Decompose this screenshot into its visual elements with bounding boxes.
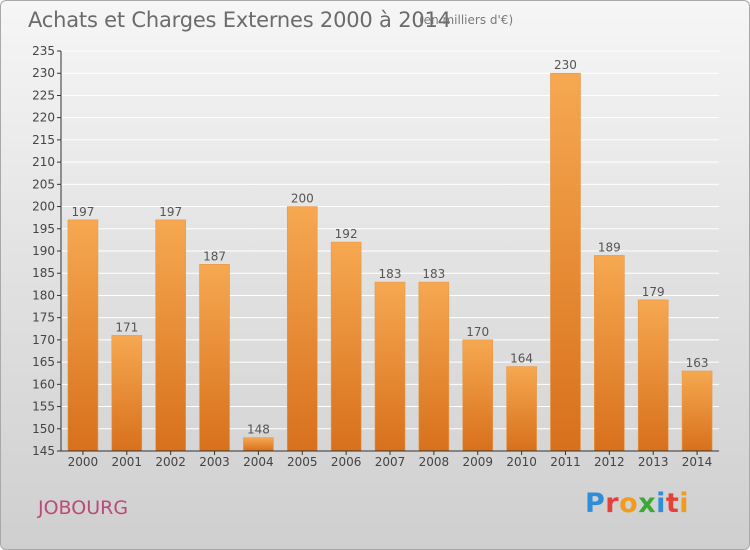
y-tick-label: 170 <box>32 333 55 347</box>
x-tick-label: 2003 <box>199 455 230 469</box>
x-tick-label: 2005 <box>287 455 318 469</box>
axis-layer: 145 150 155 160 165 170 175 180 185 190 195 200 205 2… <box>32 44 719 469</box>
y-tick-label: 175 <box>32 311 55 325</box>
bar <box>418 281 450 452</box>
bar-value-label: 197 <box>159 205 182 219</box>
bar <box>111 335 143 452</box>
bar-value-label: 148 <box>247 423 270 437</box>
x-tick-label: 2007 <box>375 455 406 469</box>
x-tick-label: 2013 <box>638 455 669 469</box>
y-tick-label: 215 <box>32 133 55 147</box>
y-tick-label: 155 <box>32 400 55 414</box>
y-tick-label: 230 <box>32 66 55 80</box>
x-tick-label: 2014 <box>682 455 713 469</box>
y-tick-label: 235 <box>32 44 55 58</box>
logo-letter: x <box>638 488 657 519</box>
bar-value-label: 192 <box>335 227 358 241</box>
x-tick-label: 2001 <box>112 455 143 469</box>
x-tick-label: 2004 <box>243 455 274 469</box>
y-tick-label: 220 <box>32 111 55 125</box>
bar <box>374 281 406 452</box>
bar <box>681 370 713 452</box>
y-tick-label: 185 <box>32 266 55 280</box>
bar <box>330 241 362 452</box>
x-tick-label: 2012 <box>594 455 625 469</box>
bar <box>594 255 625 452</box>
y-tick-label: 150 <box>32 422 55 436</box>
proxiti-logo[interactable]: Proxiti <box>585 488 689 519</box>
bar-value-label: 197 <box>71 205 94 219</box>
bar <box>637 299 669 452</box>
chart-title: Achats et Charges Externes 2000 à 2014 <box>28 8 451 32</box>
bar-layer: 197 171 197 187 148 200 192 183 183 170 164 230 189 1… <box>67 58 713 452</box>
bar <box>462 339 494 452</box>
y-tick-label: 195 <box>32 222 55 236</box>
bar <box>199 264 230 452</box>
x-tick-label: 2000 <box>68 455 99 469</box>
bar <box>243 437 274 452</box>
y-tick-label: 165 <box>32 355 55 369</box>
bar <box>286 206 318 452</box>
bar-value-label: 230 <box>554 58 577 72</box>
x-tick-label: 2011 <box>550 455 581 469</box>
x-tick-label: 2008 <box>419 455 450 469</box>
logo-letter: r <box>605 488 620 519</box>
y-tick-label: 180 <box>32 288 55 302</box>
logo-letter: i <box>679 488 690 519</box>
y-tick-label: 225 <box>32 88 55 102</box>
logo-letter: t <box>665 488 680 519</box>
logo-letter: o <box>619 488 639 519</box>
y-tick-label: 160 <box>32 377 55 391</box>
x-tick-label: 2006 <box>331 455 362 469</box>
bar-value-label: 164 <box>510 352 533 366</box>
y-tick-label: 190 <box>32 244 55 258</box>
bar <box>67 219 99 452</box>
y-tick-label: 145 <box>32 444 55 458</box>
bar <box>155 219 186 452</box>
bar-value-label: 183 <box>422 267 445 281</box>
logo-letter: P <box>585 488 606 519</box>
y-tick-label: 210 <box>32 155 55 169</box>
bar-value-label: 163 <box>686 356 709 370</box>
bar-value-label: 189 <box>598 240 621 254</box>
bar <box>506 366 537 452</box>
bar-value-label: 187 <box>203 249 226 263</box>
logo-letter: i <box>656 488 666 519</box>
y-tick-label: 200 <box>32 200 55 214</box>
bar <box>550 72 581 452</box>
y-tick-label: 205 <box>32 177 55 191</box>
bar-value-label: 179 <box>642 285 665 299</box>
bar-value-label: 171 <box>115 320 138 334</box>
place-name: JOBOURG <box>38 497 129 519</box>
chart-unit: (en milliers d'€) <box>419 13 514 27</box>
x-tick-label: 2009 <box>462 455 493 469</box>
x-tick-label: 2010 <box>506 455 537 469</box>
bar-value-label: 200 <box>291 192 314 206</box>
bar-value-label: 170 <box>466 325 489 339</box>
bar-value-label: 183 <box>379 267 402 281</box>
x-tick-label: 2002 <box>155 455 186 469</box>
